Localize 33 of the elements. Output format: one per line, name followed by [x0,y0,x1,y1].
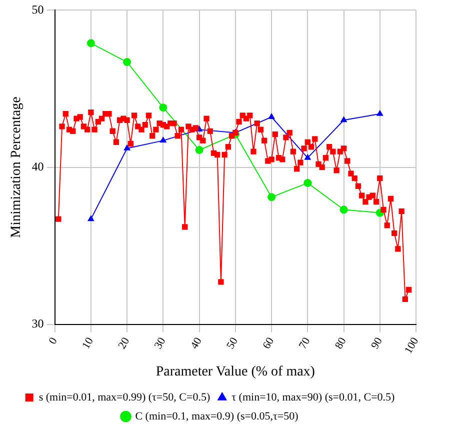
point [124,144,131,150]
x-tick-label: 20 [116,335,132,352]
point [87,215,94,222]
x-tick-label: 70 [296,335,313,352]
x-tick-label: 80 [332,335,350,352]
legend-label: C (min=0.1, max=0.9) (s=0.05,τ=50) [135,410,299,422]
point [340,206,348,214]
x-tick-label: 0 [46,335,60,346]
point [86,39,95,48]
y-tick-label: 30 [32,316,44,330]
y-axis-title: Minimization Percentage [9,96,24,238]
point [160,136,167,143]
x-tick-label: 90 [369,335,386,352]
x-axis-title: Parameter Value (% of max) [156,364,316,380]
point [195,146,204,154]
x-tick-label: 60 [260,335,277,352]
legend-label: τ (min=10, max=90) (s=0.01, C=0.5) [232,391,396,404]
legend-label: s (min=0.01, max=0.99) (τ=50, C=0.5) [38,391,210,404]
point [159,104,168,112]
point [268,193,276,202]
point [340,116,348,122]
point [304,178,312,187]
y-tick-label: 40 [32,159,44,174]
x-tick-label: 40 [188,335,205,352]
point [304,154,312,160]
x-tick-label: 50 [224,335,241,352]
point [376,110,384,116]
y-tick-label: 50 [32,2,44,16]
point [123,58,132,66]
x-tick-label: 10 [80,335,96,352]
point [268,113,275,119]
x-tick-label: 100 [402,335,422,356]
x-tick-label: 30 [152,335,169,352]
